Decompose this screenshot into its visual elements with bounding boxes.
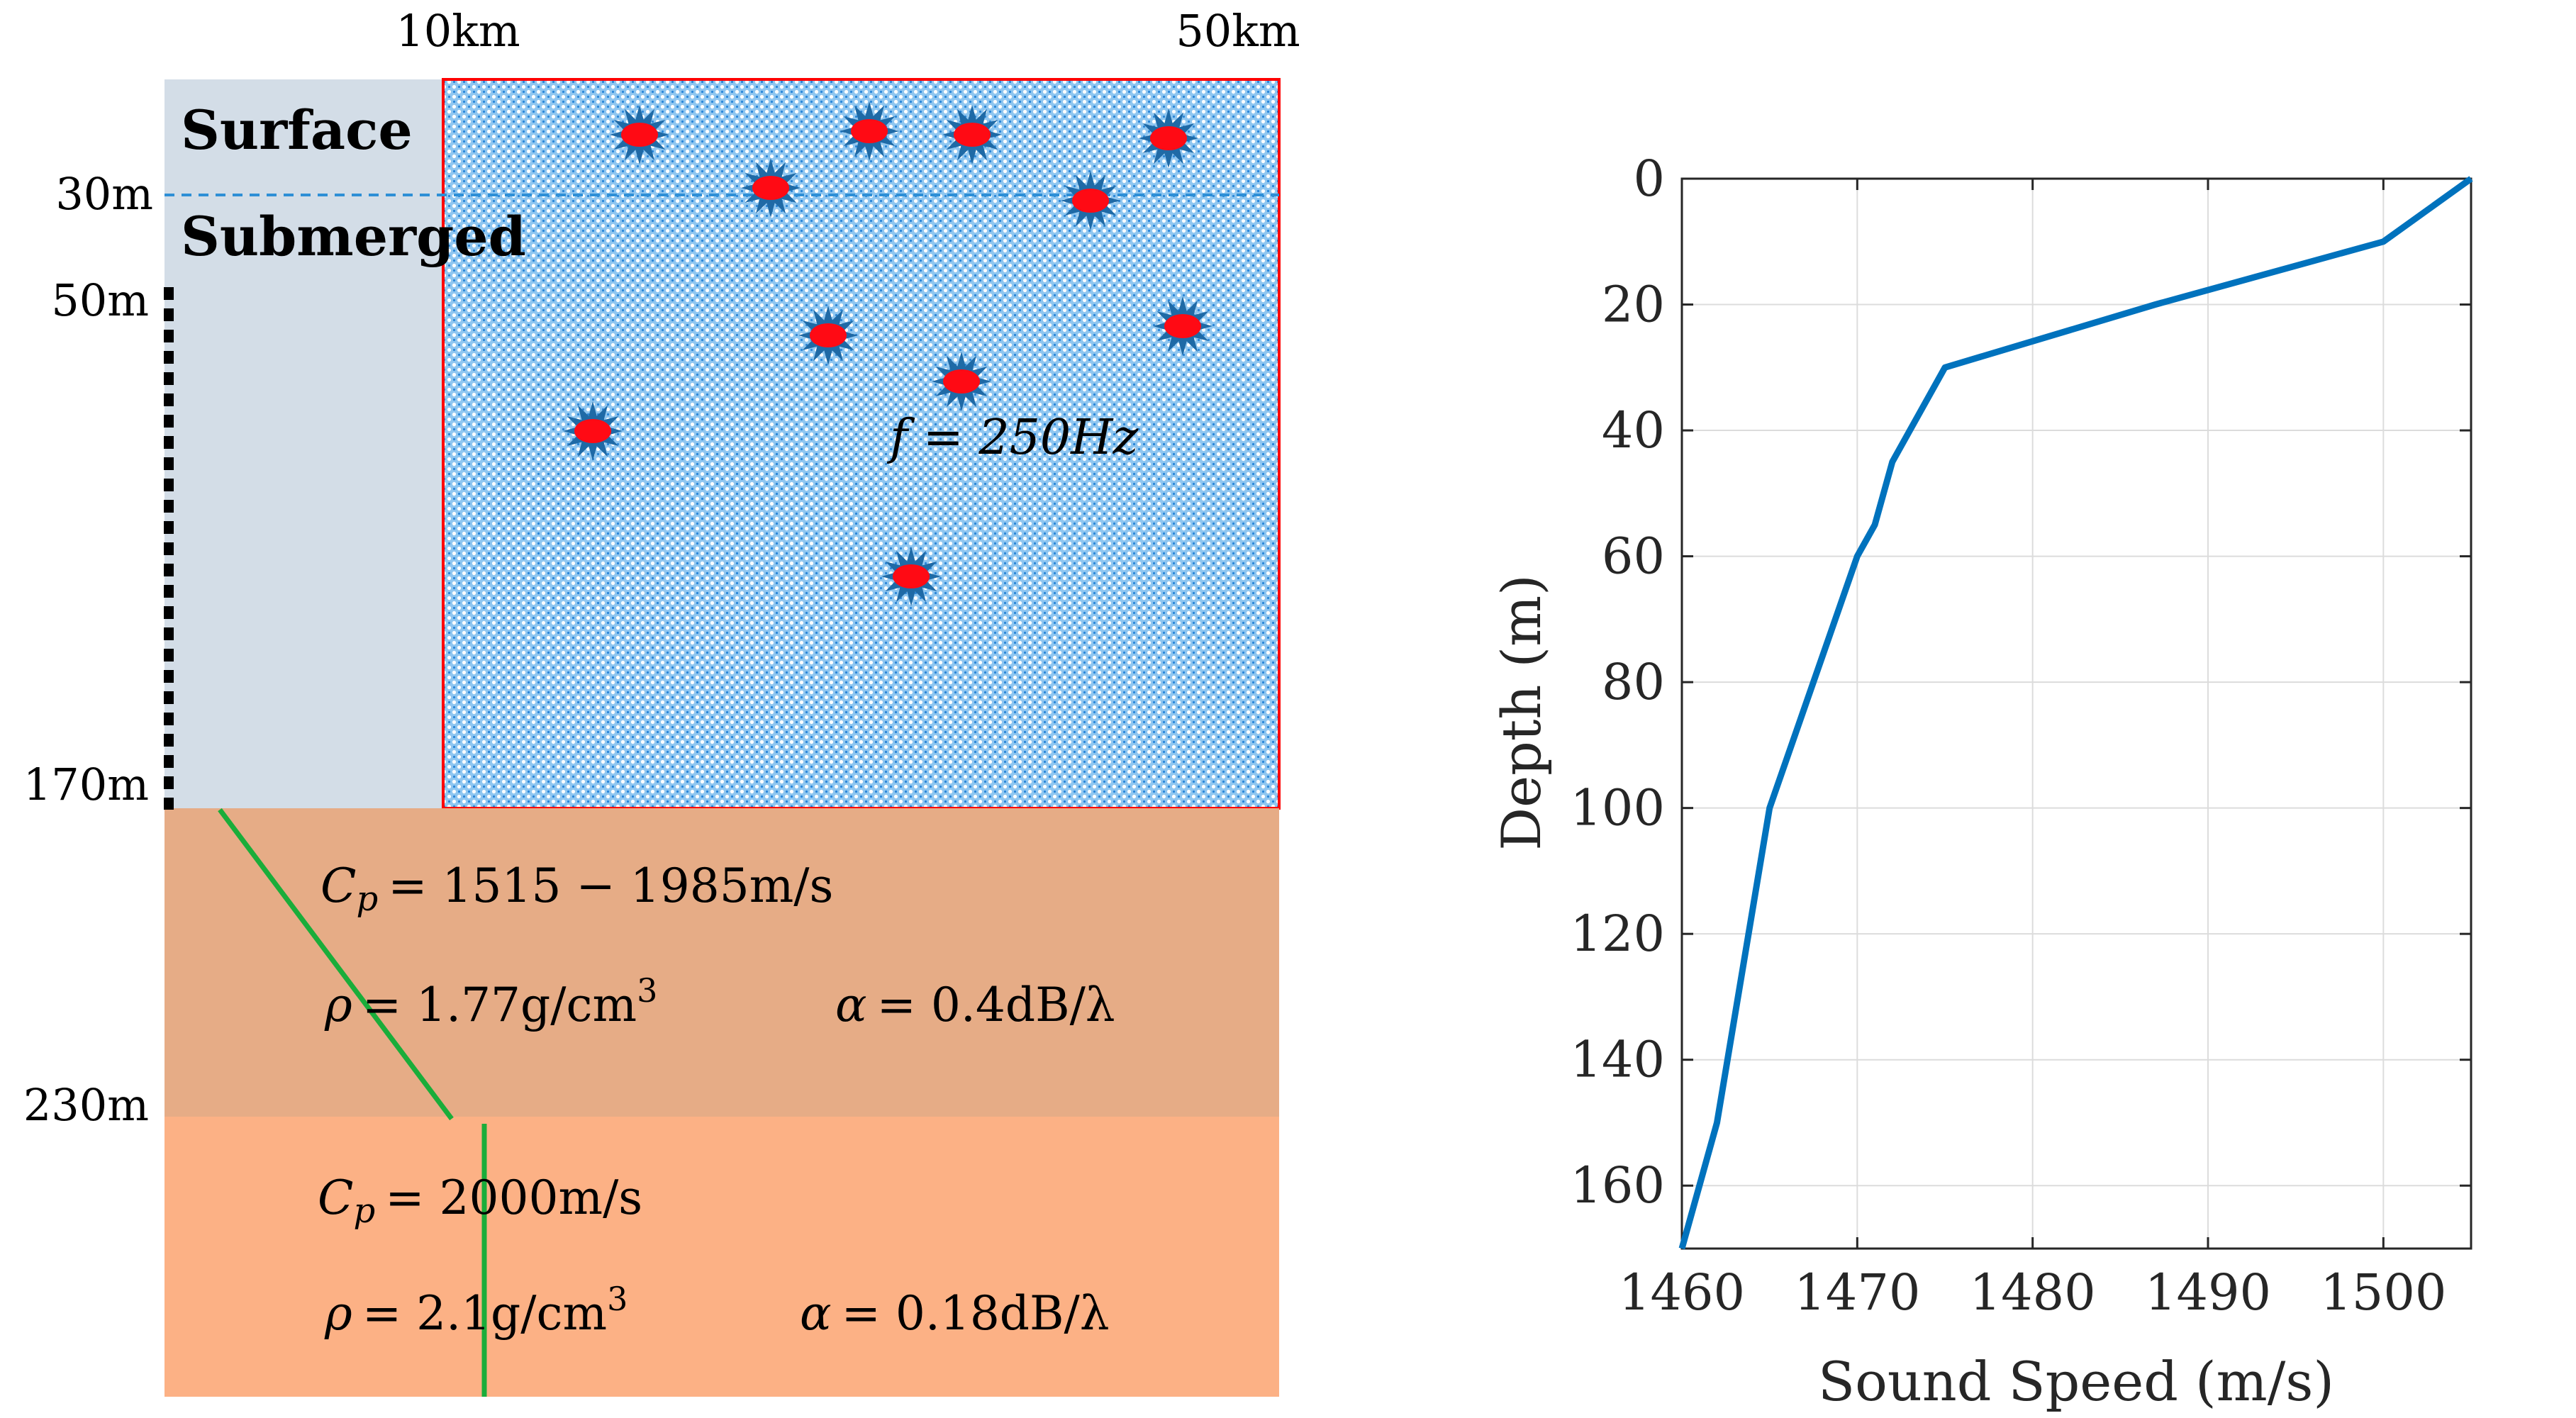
y-tick-label: 60: [1602, 527, 1665, 586]
chart-ticks: 1460 1470 1480 1490 1500 0 20 40 60 80 100 120 140 16…: [1570, 150, 2471, 1322]
source-marker: [1150, 126, 1187, 150]
source-marker: [574, 419, 611, 443]
depth-label-170m: 170m: [23, 759, 149, 810]
sound-speed-profile-line: [1678, 176, 2473, 1250]
y-tick-label: 0: [1633, 150, 1665, 208]
source-marker: [810, 323, 847, 347]
sediment-alpha: α = 0.4dB/λ: [835, 978, 1115, 1032]
source-marker: [752, 176, 789, 200]
basement-alpha: α = 0.18dB/λ: [800, 1286, 1110, 1341]
frequency-label: f = 250Hz: [886, 410, 1139, 466]
source-marker: [621, 123, 658, 147]
y-tick-label: 160: [1570, 1156, 1665, 1215]
y-tick-label: 120: [1570, 905, 1665, 963]
surface-label: Surface: [181, 99, 413, 162]
chart-axes-box: [1680, 177, 2472, 1250]
source-marker: [954, 123, 991, 147]
source-marker: [943, 369, 980, 393]
x-tick-label: 1460: [1619, 1263, 1745, 1322]
source-marker: [851, 119, 888, 143]
depth-label-30m: 30m: [55, 168, 153, 220]
y-tick-label: 140: [1570, 1031, 1665, 1089]
y-tick-label: 40: [1602, 401, 1665, 459]
submerged-label: Submerged: [181, 205, 526, 268]
sediment-rho: ρ = 1.77g/cm3: [324, 971, 657, 1032]
y-tick-label: 100: [1570, 779, 1665, 837]
source-marker: [1072, 189, 1109, 213]
ray-line-oblique: [218, 808, 454, 1121]
range-label-50km: 50km: [1176, 5, 1300, 57]
environment-diagram: 10km 50km 30m 50m 170m 230m Surface Subm…: [23, 5, 1300, 1397]
source-marker: [1164, 314, 1201, 338]
x-tick-label: 1490: [2145, 1263, 2271, 1322]
depth-label-230m: 230m: [23, 1079, 149, 1131]
chart-xlabel: Sound Speed (m/s): [1818, 1350, 2334, 1413]
y-tick-label: 80: [1602, 653, 1665, 711]
x-tick-label: 1470: [1794, 1263, 1920, 1322]
range-label-10km: 10km: [396, 5, 520, 57]
sediment-layer: [165, 808, 1279, 1117]
source-marker: [893, 564, 930, 588]
sources-group: [563, 101, 1212, 606]
source-region: [442, 78, 1281, 810]
chart-ylabel: Depth (m): [1490, 574, 1553, 851]
x-tick-label: 1480: [1970, 1263, 2096, 1322]
basement-cp: Cp = 2000m/s: [318, 1171, 642, 1231]
y-tick-label: 20: [1602, 276, 1665, 334]
basement-layer: [165, 1117, 1279, 1397]
depth-label-50m: 50m: [51, 274, 149, 326]
basement-rho: ρ = 2.1g/cm3: [324, 1280, 628, 1341]
sound-speed-chart: 1460 1470 1480 1490 1500 0 20 40 60 80 100 120 140 16…: [1490, 150, 2473, 1413]
sediment-cp: Cp = 1515 − 1985m/s: [320, 859, 833, 919]
x-tick-label: 1500: [2320, 1263, 2446, 1322]
